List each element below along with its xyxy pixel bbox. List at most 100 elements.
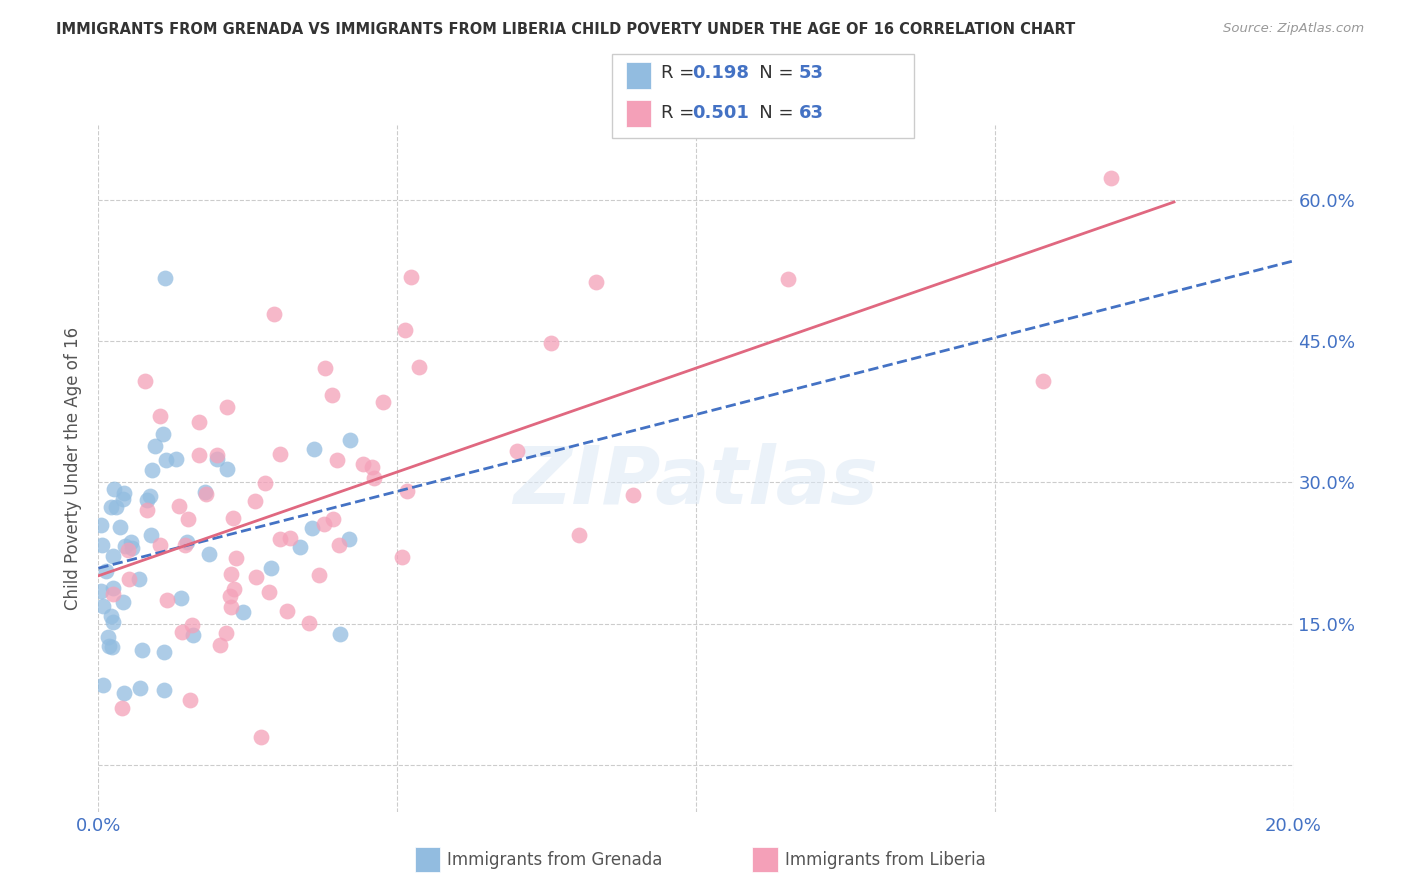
- Point: [339, 433, 361, 447]
- Point: [129, 681, 152, 695]
- Point: [321, 387, 343, 401]
- Point: [298, 616, 321, 631]
- Text: 0.501: 0.501: [692, 104, 748, 122]
- Point: [225, 550, 247, 565]
- Point: [314, 361, 336, 376]
- Text: R =: R =: [661, 104, 700, 122]
- Point: [187, 415, 209, 429]
- Point: [506, 444, 529, 458]
- Point: [568, 528, 591, 542]
- Point: [329, 626, 352, 640]
- Point: [278, 531, 301, 545]
- Point: [328, 538, 350, 552]
- Point: [205, 451, 228, 466]
- Point: [155, 452, 177, 467]
- Point: [101, 615, 124, 630]
- Point: [108, 520, 131, 534]
- Point: [337, 533, 360, 547]
- Point: [101, 549, 124, 563]
- Point: [139, 528, 162, 542]
- Point: [153, 645, 176, 659]
- Point: [395, 483, 418, 498]
- Point: [139, 489, 162, 503]
- Point: [114, 485, 136, 500]
- Point: [100, 500, 122, 514]
- Point: [101, 586, 124, 600]
- Point: [540, 335, 562, 350]
- Point: [197, 547, 219, 561]
- Text: N =: N =: [742, 104, 800, 122]
- Point: [176, 534, 198, 549]
- Point: [117, 542, 139, 557]
- Text: 0.198: 0.198: [692, 64, 749, 82]
- Point: [259, 561, 281, 575]
- Point: [399, 270, 422, 285]
- Point: [100, 608, 122, 623]
- Point: [170, 625, 193, 640]
- Point: [250, 730, 273, 744]
- Point: [623, 488, 645, 502]
- Point: [408, 359, 430, 374]
- Text: R =: R =: [661, 64, 700, 82]
- Point: [90, 583, 112, 598]
- Point: [219, 566, 242, 581]
- Point: [207, 448, 229, 462]
- Point: [373, 394, 395, 409]
- Point: [134, 375, 156, 389]
- Point: [391, 549, 413, 564]
- Point: [325, 453, 347, 467]
- Point: [215, 462, 238, 476]
- Point: [141, 463, 163, 477]
- Point: [104, 500, 127, 515]
- Point: [149, 538, 172, 552]
- Point: [112, 491, 135, 506]
- Point: [243, 494, 266, 508]
- Point: [114, 539, 136, 553]
- Point: [314, 516, 336, 531]
- Point: [322, 512, 344, 526]
- Point: [1032, 374, 1054, 388]
- Point: [215, 625, 238, 640]
- Point: [177, 512, 200, 526]
- Text: IMMIGRANTS FROM GRENADA VS IMMIGRANTS FROM LIBERIA CHILD POVERTY UNDER THE AGE O: IMMIGRANTS FROM GRENADA VS IMMIGRANTS FR…: [56, 22, 1076, 37]
- Text: Immigrants from Liberia: Immigrants from Liberia: [785, 851, 986, 869]
- Point: [97, 630, 120, 644]
- Point: [219, 600, 242, 615]
- Point: [128, 572, 150, 586]
- Point: [187, 448, 209, 462]
- Point: [288, 540, 311, 554]
- Text: ZIPatlas: ZIPatlas: [513, 443, 879, 521]
- Text: 63: 63: [799, 104, 824, 122]
- Point: [352, 457, 374, 471]
- Point: [276, 605, 298, 619]
- Point: [1099, 170, 1122, 185]
- Point: [224, 582, 246, 597]
- Point: [269, 447, 291, 461]
- Point: [269, 533, 291, 547]
- Point: [219, 589, 242, 603]
- Point: [301, 521, 323, 535]
- Point: [114, 686, 136, 700]
- Y-axis label: Child Poverty Under the Age of 16: Child Poverty Under the Age of 16: [65, 326, 83, 610]
- Point: [121, 541, 143, 555]
- Point: [776, 272, 799, 286]
- Point: [257, 584, 280, 599]
- Point: [90, 538, 112, 552]
- Point: [110, 701, 132, 715]
- Point: [232, 605, 254, 619]
- Point: [152, 427, 174, 442]
- Point: [91, 678, 114, 692]
- Point: [245, 569, 267, 583]
- Point: [103, 483, 125, 497]
- Point: [170, 591, 193, 606]
- Point: [165, 452, 187, 467]
- Point: [112, 595, 135, 609]
- Point: [194, 485, 217, 500]
- Point: [143, 440, 166, 454]
- Point: [101, 640, 124, 655]
- Point: [98, 639, 121, 653]
- Point: [304, 442, 326, 456]
- Text: Source: ZipAtlas.com: Source: ZipAtlas.com: [1223, 22, 1364, 36]
- Point: [131, 642, 153, 657]
- Point: [194, 486, 217, 500]
